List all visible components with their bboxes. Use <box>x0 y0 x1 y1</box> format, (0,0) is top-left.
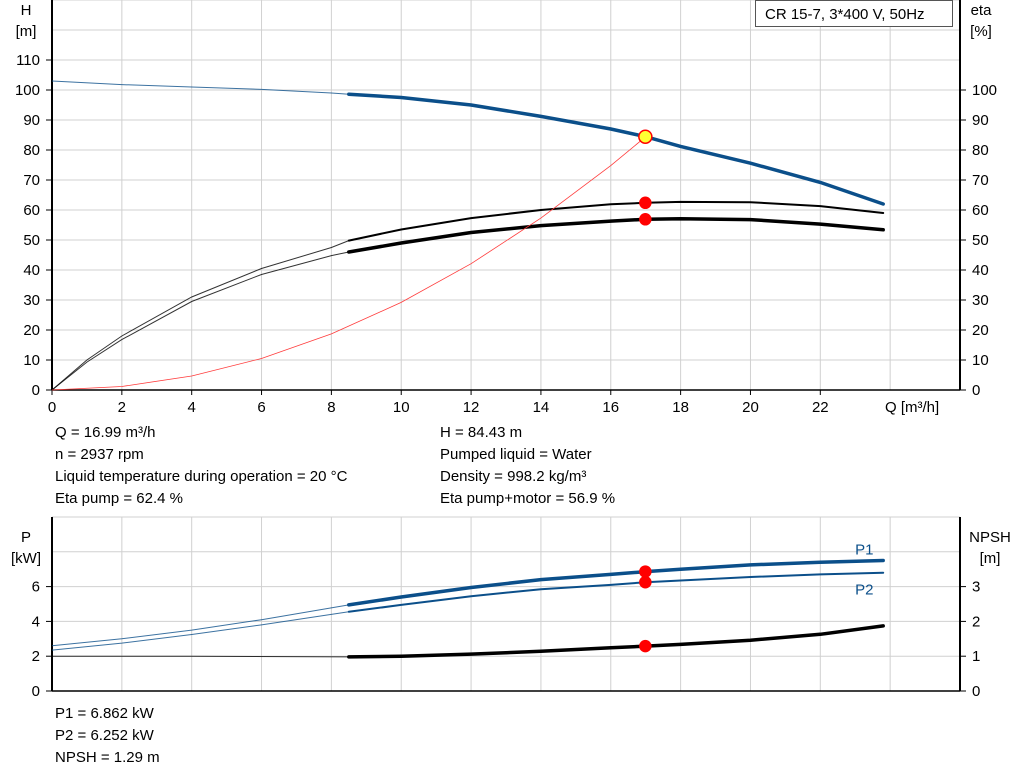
x-tick-label: 18 <box>672 399 689 416</box>
y-tick-label: 6 <box>32 579 40 596</box>
info-head: H = 84.43 m <box>440 424 523 441</box>
y-tick-label: 50 <box>23 232 40 249</box>
y-tick-label: 110 <box>16 52 40 69</box>
series-line-P1 <box>347 558 885 607</box>
series-label-P1: P1 <box>855 542 873 559</box>
pump-legend-box: CR 15-7, 3*400 V, 50Hz <box>755 0 953 27</box>
x-tick-label: 8 <box>327 399 335 416</box>
y2-axis-label: [m] <box>980 550 1001 567</box>
y2-tick-label: 20 <box>972 322 989 339</box>
y-tick-label: 60 <box>23 202 40 219</box>
y2-tick-label: 100 <box>972 82 997 99</box>
x-tick-label: 2 <box>118 399 126 416</box>
info-eta-pump-motor: Eta pump+motor = 56.9 % <box>440 490 616 507</box>
y-axis-label: H <box>21 2 32 19</box>
series-line-thin-NPSH <box>52 655 349 658</box>
y2-tick-label: 40 <box>972 262 989 279</box>
y2-tick-label: 30 <box>972 292 989 309</box>
y-tick-label: 2 <box>32 648 40 665</box>
series-line-thin-P2 <box>51 611 349 651</box>
series-line-thin-H <box>51 80 349 95</box>
series-line-H <box>347 92 885 206</box>
y2-tick-label: 1 <box>972 648 980 665</box>
duty-point <box>639 575 652 589</box>
y2-tick-label: 0 <box>972 382 980 399</box>
series-line-thin-eta_pump <box>51 240 349 391</box>
y-tick-label: 30 <box>23 292 40 309</box>
y2-tick-label: 70 <box>972 172 989 189</box>
info-p2: P2 = 6.252 kW <box>55 727 154 744</box>
y-tick-label: 0 <box>32 683 40 700</box>
info-speed: n = 2937 rpm <box>55 446 144 463</box>
info-p1: P1 = 6.862 kW <box>55 705 154 722</box>
y2-tick-label: 60 <box>972 202 989 219</box>
y-axis-label: P <box>21 529 31 546</box>
series-line-NPSH <box>347 624 885 659</box>
y2-tick-label: 50 <box>972 232 989 249</box>
series-line-eta_pump_motor <box>347 216 885 254</box>
y-tick-label: 100 <box>15 82 40 99</box>
y-tick-label: 40 <box>23 262 40 279</box>
y2-axis-label: NPSH <box>969 529 1011 546</box>
x-tick-label: 22 <box>812 399 829 416</box>
info-npsh: NPSH = 1.29 m <box>55 749 160 766</box>
y2-axis-label: [%] <box>970 23 992 40</box>
info-q: Q = 16.99 m³/h <box>55 424 156 441</box>
x-tick-label: 12 <box>463 399 480 416</box>
series-line-P2 <box>347 571 885 613</box>
y2-tick-label: 10 <box>972 352 989 369</box>
y-tick-label: 20 <box>23 322 40 339</box>
x-axis-label: Q [m³/h] <box>885 399 939 416</box>
info-eta-pump: Eta pump = 62.4 % <box>55 490 183 507</box>
y2-tick-label: 80 <box>972 142 989 159</box>
y-tick-label: 10 <box>23 352 40 369</box>
series-line-eta_pump <box>347 200 885 242</box>
y2-tick-label: 2 <box>972 613 980 630</box>
info-liquid-temp: Liquid temperature during operation = 20… <box>55 468 348 485</box>
series-label-P2: P2 <box>855 582 873 599</box>
info-pumped-liquid: Pumped liquid = Water <box>440 446 592 463</box>
info-density: Density = 998.2 kg/m³ <box>440 468 587 485</box>
y-tick-label: 0 <box>32 382 40 399</box>
x-tick-label: 20 <box>742 399 759 416</box>
series-line-system <box>51 136 646 391</box>
y2-tick-label: 3 <box>972 579 980 596</box>
duty-point <box>639 196 652 210</box>
y-axis-label: [m] <box>16 23 37 40</box>
series-line-thin-P1 <box>51 604 349 647</box>
duty-point <box>639 639 652 653</box>
y-tick-label: 4 <box>32 613 40 630</box>
x-tick-label: 16 <box>602 399 619 416</box>
x-tick-label: 4 <box>188 399 196 416</box>
duty-point <box>638 129 653 144</box>
y2-tick-label: 90 <box>972 112 989 129</box>
y2-axis-label: eta <box>971 2 993 19</box>
duty-point <box>639 213 652 226</box>
x-tick-label: 0 <box>48 399 56 416</box>
y-axis-label: [kW] <box>11 550 41 567</box>
y2-tick-label: 0 <box>972 683 980 700</box>
x-tick-label: 10 <box>393 399 410 416</box>
y-tick-label: 90 <box>23 112 40 129</box>
y-tick-label: 70 <box>23 172 40 189</box>
y-tick-label: 80 <box>23 142 40 159</box>
x-tick-label: 14 <box>533 399 550 416</box>
duty-point <box>639 565 652 578</box>
x-tick-label: 6 <box>257 399 265 416</box>
series-line-thin-eta_pump_motor <box>51 251 349 391</box>
